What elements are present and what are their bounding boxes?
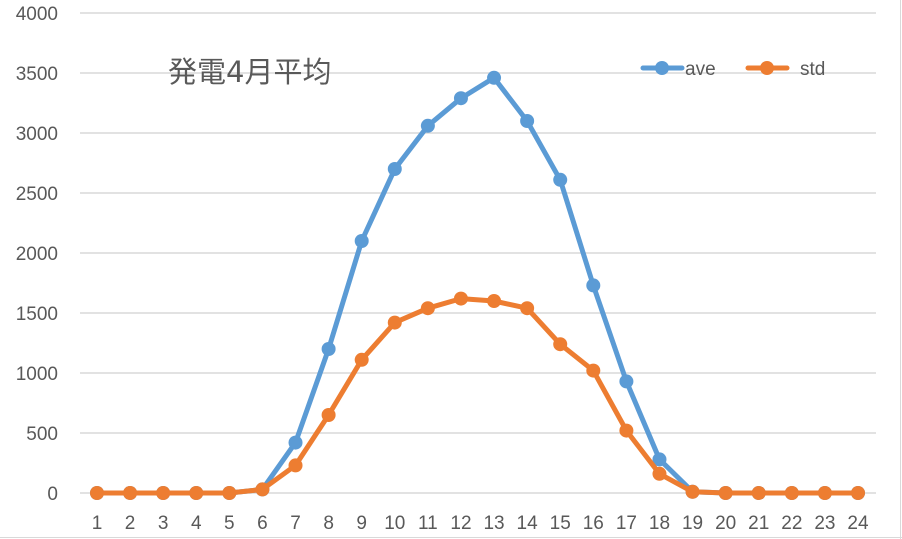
data-point-marker bbox=[685, 484, 700, 499]
data-point-marker bbox=[817, 486, 832, 500]
y-tick-label: 1000 bbox=[16, 364, 58, 385]
x-tick-label: 2 bbox=[125, 513, 136, 534]
legend-item-ave: ave bbox=[640, 59, 716, 80]
data-point-marker bbox=[553, 172, 568, 187]
x-tick-label: 12 bbox=[450, 513, 471, 534]
data-point-marker bbox=[321, 342, 336, 356]
y-tick-label: 1500 bbox=[16, 304, 58, 325]
x-tick-label: 9 bbox=[356, 513, 367, 534]
y-tick-label: 3000 bbox=[16, 124, 58, 145]
data-point-marker bbox=[784, 486, 799, 500]
data-point-marker bbox=[652, 466, 667, 481]
data-point-marker bbox=[354, 234, 369, 248]
data-point-marker bbox=[586, 278, 601, 293]
x-tick-label: 20 bbox=[715, 513, 736, 534]
legend-label: ave bbox=[685, 59, 716, 80]
data-point-marker bbox=[387, 162, 402, 176]
legend-item-std: std bbox=[745, 59, 825, 80]
series-line bbox=[94, 75, 861, 496]
x-tick-label: 1 bbox=[92, 513, 103, 534]
x-axis-labels: 1 2 3 4 5 6 7 8 9 10 11 12 13 14 15 16 17 18 19 20 21 22 23 24 bbox=[92, 513, 869, 534]
x-tick-label: 4 bbox=[191, 513, 202, 534]
data-point-marker bbox=[520, 301, 535, 316]
x-tick-label: 5 bbox=[224, 513, 235, 534]
x-tick-label: 15 bbox=[550, 513, 571, 534]
x-tick-label: 14 bbox=[517, 513, 539, 534]
data-point-marker bbox=[222, 486, 237, 500]
data-point-marker bbox=[420, 118, 435, 133]
legend-marker-icon bbox=[760, 61, 774, 75]
data-point-marker bbox=[288, 435, 303, 450]
data-point-marker bbox=[586, 363, 601, 378]
data-point-marker bbox=[520, 114, 535, 128]
data-point-marker bbox=[652, 452, 667, 467]
y-tick-label: 4000 bbox=[16, 4, 58, 25]
data-point-marker bbox=[751, 486, 766, 500]
data-point-marker bbox=[553, 337, 568, 352]
y-axis-labels: 0 500 1000 1500 2000 2500 3000 3500 4000 bbox=[16, 4, 58, 505]
data-point-marker bbox=[156, 486, 171, 500]
x-tick-label: 24 bbox=[847, 513, 869, 534]
data-point-marker bbox=[288, 458, 303, 473]
x-tick-label: 23 bbox=[814, 513, 835, 534]
x-tick-label: 22 bbox=[781, 513, 802, 534]
data-point-marker bbox=[453, 91, 468, 106]
x-tick-label: 7 bbox=[290, 513, 301, 534]
y-tick-label: 0 bbox=[47, 484, 58, 505]
x-tick-label: 17 bbox=[616, 513, 637, 534]
x-tick-label: 19 bbox=[682, 513, 703, 534]
series-std bbox=[90, 291, 865, 500]
x-tick-label: 10 bbox=[384, 513, 405, 534]
y-tick-label: 3500 bbox=[16, 64, 58, 85]
series-line bbox=[94, 296, 861, 496]
y-tick-label: 2500 bbox=[16, 184, 58, 205]
y-tick-label: 500 bbox=[26, 424, 58, 445]
x-tick-label: 6 bbox=[257, 513, 268, 534]
y-tick-label: 2000 bbox=[16, 244, 58, 265]
x-tick-label: 18 bbox=[649, 513, 670, 534]
data-point-marker bbox=[453, 291, 468, 306]
data-point-marker bbox=[851, 486, 865, 500]
chart-title: 発電4月平均 bbox=[168, 55, 331, 89]
x-tick-label: 11 bbox=[418, 513, 438, 534]
data-point-marker bbox=[487, 70, 502, 85]
series-ave bbox=[90, 70, 865, 500]
data-point-marker bbox=[619, 423, 634, 438]
legend-label: std bbox=[800, 59, 825, 80]
data-point-marker bbox=[321, 408, 336, 422]
x-tick-label: 13 bbox=[483, 513, 504, 534]
data-point-marker bbox=[387, 315, 402, 330]
x-tick-label: 16 bbox=[583, 513, 604, 534]
data-point-marker bbox=[487, 294, 502, 308]
data-point-marker bbox=[420, 301, 435, 316]
x-tick-label: 21 bbox=[748, 513, 769, 534]
data-point-marker bbox=[90, 486, 104, 500]
data-point-marker bbox=[255, 482, 270, 497]
x-tick-label: 3 bbox=[158, 513, 169, 534]
legend: ave std bbox=[640, 59, 825, 80]
gridlines bbox=[80, 12, 876, 494]
legend-marker-icon bbox=[655, 61, 669, 75]
data-series bbox=[90, 70, 865, 500]
data-point-marker bbox=[718, 486, 733, 500]
data-point-marker bbox=[123, 486, 138, 500]
data-point-marker bbox=[354, 352, 369, 367]
data-point-marker bbox=[619, 374, 634, 389]
chart-frame-right bbox=[900, 0, 901, 539]
data-point-marker bbox=[189, 486, 204, 500]
x-tick-label: 8 bbox=[323, 513, 334, 534]
chart-frame-bottom bbox=[0, 537, 902, 538]
